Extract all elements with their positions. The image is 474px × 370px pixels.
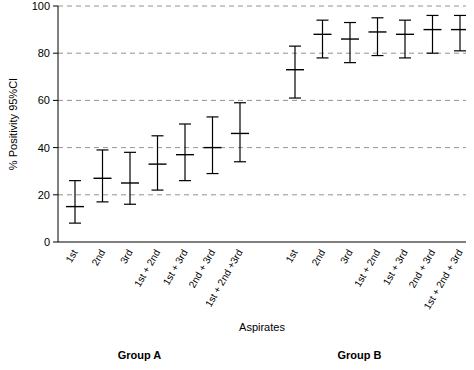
- y-tick: [53, 194, 58, 195]
- mean-marker: [341, 38, 359, 39]
- grid-line: [58, 194, 466, 195]
- y-tick-label: 80: [38, 47, 50, 59]
- y-tick-label: 60: [38, 94, 50, 106]
- x-tick-label: 1st + 3rd: [381, 248, 410, 287]
- error-cap-low: [69, 223, 81, 224]
- chart-container: 020406080100% Positivity 95%CI1st2nd3rd1…: [0, 0, 474, 370]
- x-tick-label: 2nd + 3rd: [186, 248, 217, 290]
- grid-line: [58, 147, 466, 148]
- x-tick-label: 1st: [64, 247, 80, 264]
- error-cap-high: [427, 15, 439, 16]
- y-tick-label: 0: [44, 236, 50, 248]
- mean-marker: [396, 34, 414, 35]
- grid-line: [58, 100, 466, 101]
- y-tick-label: 40: [38, 142, 50, 154]
- error-cap-low: [179, 180, 191, 181]
- error-cap-high: [179, 123, 191, 124]
- x-tick-label: 1st + 2nd: [352, 248, 382, 289]
- y-tick: [53, 147, 58, 148]
- error-cap-low: [399, 57, 411, 58]
- error-bar: [184, 124, 185, 181]
- y-tick-label: 100: [32, 0, 50, 12]
- mean-marker: [66, 206, 84, 207]
- mean-marker: [424, 29, 442, 30]
- error-cap-high: [69, 180, 81, 181]
- chart: 020406080100% Positivity 95%CI1st2nd3rd1…: [0, 0, 474, 370]
- error-cap-high: [372, 17, 384, 18]
- error-cap-low: [317, 57, 329, 58]
- error-bar: [102, 150, 103, 202]
- x-tick-label: 2nd: [309, 248, 327, 268]
- mean-marker: [121, 182, 139, 183]
- error-cap-high: [207, 116, 219, 117]
- y-tick: [53, 242, 58, 243]
- mean-marker: [231, 133, 249, 134]
- error-bar: [294, 46, 295, 98]
- error-cap-high: [97, 149, 109, 150]
- error-bar: [212, 117, 213, 174]
- mean-marker: [451, 29, 466, 30]
- x-tick-label: 1st: [284, 247, 300, 264]
- mean-marker: [94, 178, 112, 179]
- error-cap-low: [207, 173, 219, 174]
- x-tick-label: 2nd: [89, 248, 107, 268]
- error-bar: [129, 152, 130, 204]
- group-label: Group B: [338, 349, 382, 361]
- mean-marker: [149, 163, 167, 164]
- error-bar: [239, 103, 240, 162]
- x-tick-label: 2nd + 3rd: [406, 248, 437, 290]
- error-bar: [432, 15, 433, 53]
- error-cap-high: [234, 102, 246, 103]
- error-cap-low: [344, 62, 356, 63]
- grid-line: [58, 6, 466, 7]
- x-tick-label: 1st + 2nd: [132, 248, 162, 289]
- x-tick-label: 3rd: [338, 248, 355, 266]
- error-cap-high: [454, 15, 466, 16]
- mean-marker: [176, 154, 194, 155]
- mean-marker: [204, 147, 222, 148]
- x-tick-label: 3rd: [118, 248, 135, 266]
- error-cap-high: [124, 152, 136, 153]
- error-bar: [157, 136, 158, 190]
- y-tick: [53, 53, 58, 54]
- error-bar: [459, 15, 460, 50]
- error-cap-high: [289, 46, 301, 47]
- y-axis-label: % Positivity 95%CI: [7, 78, 19, 170]
- error-cap-high: [344, 22, 356, 23]
- error-bar: [377, 18, 378, 56]
- error-bar: [349, 23, 350, 63]
- error-cap-low: [97, 201, 109, 202]
- x-tick-label: 1st + 2nd + 3rd: [422, 248, 465, 312]
- y-axis: [58, 6, 59, 242]
- error-bar: [404, 20, 405, 58]
- mean-marker: [314, 34, 332, 35]
- error-cap-low: [152, 189, 164, 190]
- group-label: Group A: [118, 349, 162, 361]
- mean-marker: [286, 69, 304, 70]
- y-tick: [53, 6, 58, 7]
- marks: [66, 15, 466, 223]
- error-cap-high: [317, 20, 329, 21]
- error-bar: [74, 181, 75, 223]
- mean-marker: [369, 31, 387, 32]
- x-axis-label: Aspirates: [239, 321, 285, 333]
- x-axis: [58, 242, 466, 243]
- x-tick-label: 1st + 3rd: [161, 248, 190, 287]
- error-cap-low: [372, 55, 384, 56]
- error-cap-low: [289, 97, 301, 98]
- error-bar: [322, 20, 323, 58]
- y-tick: [53, 100, 58, 101]
- error-cap-low: [454, 50, 466, 51]
- error-cap-high: [152, 135, 164, 136]
- error-cap-low: [124, 204, 136, 205]
- y-tick-label: 20: [38, 189, 50, 201]
- error-cap-high: [399, 20, 411, 21]
- x-tick-label: 1st + 2nd +3rd: [203, 248, 245, 309]
- error-cap-low: [234, 161, 246, 162]
- error-cap-low: [427, 53, 439, 54]
